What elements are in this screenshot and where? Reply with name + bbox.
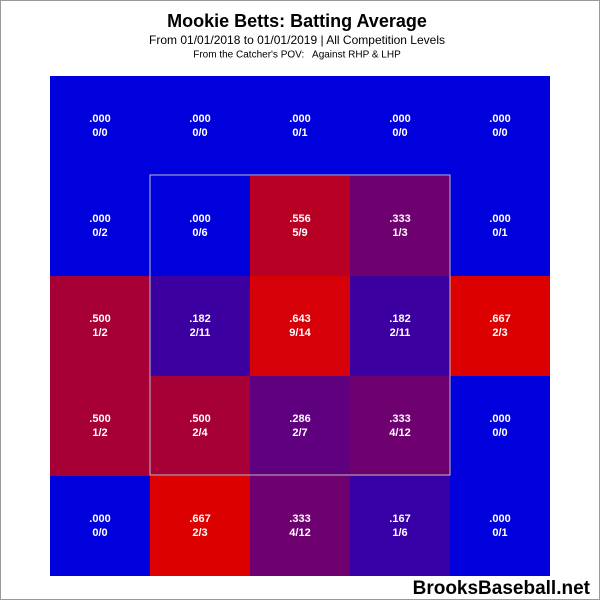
cell [50,376,150,476]
cell-value: .333 [289,513,310,525]
cell [350,176,450,276]
cell [50,276,150,376]
cell-count: 1/2 [92,327,107,339]
cell [450,476,550,576]
cell [150,376,250,476]
cell-value: .000 [489,213,510,225]
cell-count: 1/2 [92,427,107,439]
cell [50,76,150,176]
cell-value: .000 [489,513,510,525]
cell-count: 0/0 [492,127,507,139]
cell-value: .333 [389,413,410,425]
cell-value: .500 [89,413,110,425]
cell [50,476,150,576]
cell-value: .000 [489,113,510,125]
cell-value: .000 [189,213,210,225]
cell-value: .667 [489,313,510,325]
cell [350,376,450,476]
cell-value: .000 [89,113,110,125]
cell-count: 0/0 [92,127,107,139]
chart-title: Mookie Betts: Batting Average [167,11,427,31]
cell [150,76,250,176]
cell-count: 2/3 [192,527,207,539]
cell-value: .167 [389,513,410,525]
cell [350,276,450,376]
cell [450,176,550,276]
cell-count: 0/1 [492,227,507,239]
cell [150,176,250,276]
cell [350,76,450,176]
cell-value: .500 [89,313,110,325]
chart-subtitle: From 01/01/2018 to 01/01/2019 | All Comp… [149,33,445,47]
cell [250,376,350,476]
cell-count: 5/9 [292,227,307,239]
cell-count: 0/0 [192,127,207,139]
cell [250,476,350,576]
cell-count: 2/7 [292,427,307,439]
cell-count: 0/0 [392,127,407,139]
cell-value: .000 [389,113,410,125]
cell-count: 0/1 [492,527,507,539]
cell-value: .000 [489,413,510,425]
cell-count: 4/12 [389,427,410,439]
cell [450,276,550,376]
cell-count: 2/11 [190,327,211,339]
cell-count: 4/12 [289,527,310,539]
cell-count: 0/2 [92,227,107,239]
cell-value: .000 [89,213,110,225]
cell [50,176,150,276]
cell [150,276,250,376]
cell-count: 0/0 [492,427,507,439]
cell-count: 0/0 [92,527,107,539]
cell [150,476,250,576]
cell-count: 1/3 [392,227,407,239]
cell-count: 0/1 [292,127,307,139]
cell-count: 2/4 [192,427,208,439]
cell-value: .500 [189,413,210,425]
cell-count: 1/6 [392,527,407,539]
cell-value: .667 [189,513,210,525]
cell [250,76,350,176]
cell-count: 2/11 [390,327,411,339]
cell [450,376,550,476]
cell-value: .182 [189,313,210,325]
cell-value: .556 [289,213,310,225]
cell [250,176,350,276]
cell [250,276,350,376]
cell-value: .333 [389,213,410,225]
cell [450,76,550,176]
cell-value: .182 [389,313,410,325]
cell-value: .000 [189,113,210,125]
cell-count: 9/14 [289,327,311,339]
cell-count: 2/3 [492,327,507,339]
chart-note: From the Catcher's POV: Against RHP & LH… [193,50,401,61]
cell-value: .286 [289,413,310,425]
watermark: BrooksBaseball.net [413,578,591,599]
strike-zone [149,174,451,476]
cell [350,476,450,576]
grid: .000 0/0 .000 0/0 .000 0/1 .000 0/0 .000 0/0 .000 0… [50,76,550,576]
cell-count: 0/6 [192,227,207,239]
cell-value: .643 [289,313,310,325]
cell-value: .000 [89,513,110,525]
cell-value: .000 [289,113,310,125]
